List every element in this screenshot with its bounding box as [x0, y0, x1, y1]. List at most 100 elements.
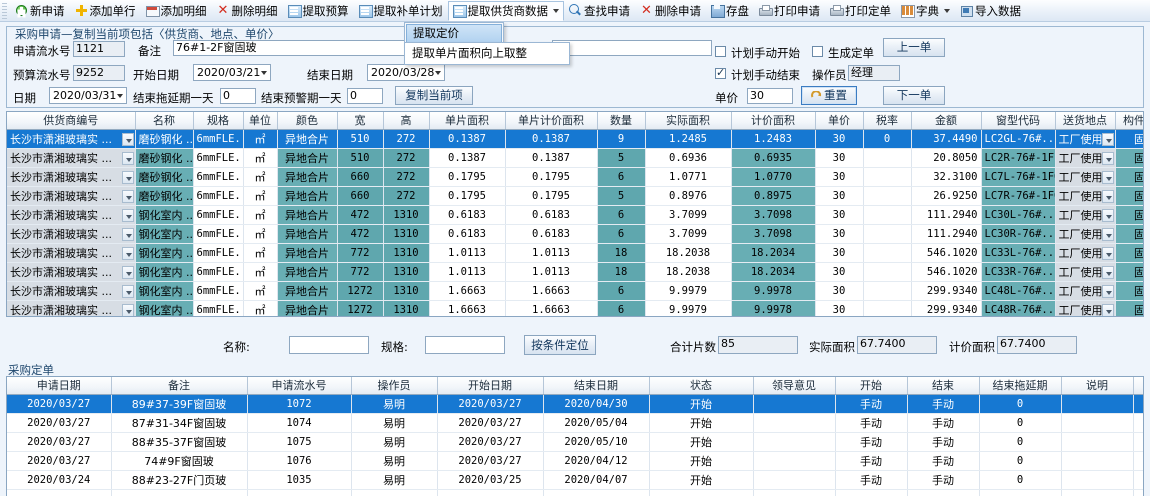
table-row[interactable]: 2020/03/27 74#9F窗固玻 1076 易明 2020/03/27 2020/0… — [7, 451, 1143, 471]
column-header[interactable]: 税率 — [863, 112, 912, 130]
column-header[interactable]: 送货地点 — [1055, 112, 1116, 130]
toolbar-button-6[interactable]: 提取供货商数据 — [447, 0, 564, 21]
chevron-down-icon[interactable] — [121, 189, 134, 203]
chevron-down-icon[interactable] — [121, 170, 134, 184]
cell-place[interactable]: 工厂使用 — [1055, 300, 1116, 316]
toolbar-button-3[interactable]: ✕ 删除明细 — [212, 1, 283, 21]
table-row[interactable]: 长沙市潇湘玻璃实 ... 钢化室内 ..6mmFLE... ㎡ 异地合片 1272 131… — [7, 281, 1143, 301]
chevron-down-icon[interactable] — [1101, 227, 1114, 241]
cell-supplier[interactable]: 长沙市潇湘玻璃实 ... — [7, 300, 136, 316]
end-warn-days-input[interactable]: 0 — [347, 88, 383, 104]
toolbar-button-10[interactable]: 打印申请 — [754, 1, 825, 21]
column-header[interactable]: 结束拖延期 — [979, 377, 1062, 395]
table-row[interactable]: 2020/03/27 89#37-39F窗固玻 1072 易明 2020/03/27 20… — [7, 394, 1143, 414]
column-header[interactable]: 操作员 — [351, 377, 438, 395]
table-row[interactable]: 长沙市潇湘玻璃实 ... 钢化室内 ..6mmFLE... ㎡ 异地合片 772 1310… — [7, 262, 1143, 282]
chevron-down-icon[interactable] — [121, 265, 134, 279]
column-header[interactable]: 宽 — [337, 112, 384, 130]
cell-place[interactable]: 工厂使用 — [1055, 186, 1116, 206]
chevron-down-icon[interactable] — [121, 303, 134, 316]
column-header[interactable]: 申请日期 — [7, 377, 112, 395]
column-header[interactable]: 名称 — [135, 112, 194, 130]
cell-supplier[interactable]: 长沙市潇湘玻璃实 ... — [7, 281, 136, 301]
cell-place[interactable]: 工厂使用 — [1055, 148, 1116, 168]
toolbar-button-0[interactable]: 新申请 — [10, 1, 70, 21]
chevron-down-icon[interactable] — [121, 284, 134, 298]
toolbar-button-8[interactable]: ✕ 删除申请 — [635, 1, 706, 21]
chevron-down-icon[interactable] — [1101, 132, 1114, 146]
menu-item-extract-roundup[interactable]: 提取单片面积向上取整 — [406, 44, 568, 63]
chevron-down-icon[interactable] — [121, 227, 134, 241]
table-row[interactable]: 长沙市潇湘玻璃实 ... 磨砂钢化 ..6mmFLE... ㎡ 异地合片 510 272 0… — [7, 148, 1143, 168]
end-date-picker[interactable]: 2020/03/28 — [367, 64, 445, 81]
filter-spec-input[interactable] — [425, 336, 505, 354]
column-header[interactable]: 规格 — [193, 112, 244, 130]
cell-place[interactable]: 工厂使用 — [1055, 281, 1116, 301]
start-date-picker[interactable]: 2020/03/21 — [193, 64, 271, 81]
chevron-down-icon[interactable] — [1101, 246, 1114, 260]
note-input[interactable] — [552, 40, 712, 56]
column-header[interactable]: 颜色 — [277, 112, 338, 130]
column-header[interactable]: 备注 — [111, 377, 248, 395]
reset-button[interactable]: 重置 — [801, 86, 857, 105]
column-header[interactable]: 结束 — [907, 377, 980, 395]
toolbar-button-7[interactable]: 查找申请 — [564, 1, 635, 21]
column-header[interactable]: 状态 — [649, 377, 754, 395]
column-header[interactable]: 单位 — [243, 112, 278, 130]
column-header[interactable]: 单片计价面积 — [505, 112, 598, 130]
cell-place[interactable]: 工厂使用 — [1055, 129, 1116, 149]
toolbar-drag-handle[interactable] — [2, 2, 7, 19]
table-row[interactable]: 长沙市潇湘玻璃实 ... 磨砂钢化 ..6mmFLE... ㎡ 异地合片 660 272 0… — [7, 186, 1143, 206]
copy-current-button[interactable]: 复制当前项 — [395, 86, 473, 105]
toolbar-button-9[interactable]: 存盘 — [706, 1, 754, 21]
column-header[interactable]: 计价面积 — [731, 112, 816, 130]
budget-serial-input[interactable]: 9252 — [73, 65, 125, 81]
cell-supplier[interactable]: 长沙市潇湘玻璃实 ... — [7, 167, 136, 187]
table-row[interactable]: 长沙市潇湘玻璃实 ... 钢化室内 ..6mmFLE... ㎡ 异地合片 472 1310… — [7, 205, 1143, 225]
end-delay-days-input[interactable]: 0 — [220, 88, 256, 104]
next-order-button[interactable]: 下一单 — [883, 86, 945, 105]
date-picker[interactable]: 2020/03/31 — [49, 87, 127, 104]
generate-order-checkbox[interactable] — [812, 46, 823, 57]
toolbar-button-12[interactable]: 字典 — [896, 1, 955, 21]
column-header[interactable]: 金额 — [911, 112, 982, 130]
chevron-down-icon[interactable] — [1101, 265, 1114, 279]
filter-name-input[interactable] — [289, 336, 369, 354]
cell-place[interactable]: 工厂使用 — [1055, 205, 1116, 225]
extract-roundup-submenu[interactable]: 提取单片面积向上取整 — [404, 42, 570, 65]
table-row[interactable]: 长沙市潇湘玻璃实 ... 钢化室内 ..6mmFLE... ㎡ 异地合片 1272 131… — [7, 300, 1143, 316]
column-header[interactable]: 供货商编号 — [7, 112, 136, 130]
chevron-down-icon[interactable] — [1101, 189, 1114, 203]
column-header[interactable]: 开始 — [835, 377, 908, 395]
table-row[interactable]: 长沙市潇湘玻璃实 ... 钢化室内 ..6mmFLE... ㎡ 异地合片 772 1310… — [7, 243, 1143, 263]
column-header[interactable]: 领导意见 — [753, 377, 836, 395]
cell-supplier[interactable]: 长沙市潇湘玻璃实 ... — [7, 224, 136, 244]
cell-place[interactable]: 工厂使用 — [1055, 224, 1116, 244]
column-header[interactable]: 开始日期 — [437, 377, 544, 395]
chevron-down-icon[interactable] — [553, 8, 559, 13]
table-row[interactable]: 2020/03/24 88#23-27F门页玻 1035 易明 2020/03/25 20… — [7, 470, 1143, 490]
chevron-down-icon[interactable] — [1101, 284, 1114, 298]
plan-manual-start-checkbox[interactable] — [715, 46, 726, 57]
toolbar-button-2[interactable]: 添加明细 — [141, 1, 212, 21]
operator-input[interactable]: 经理 — [848, 65, 900, 81]
cell-supplier[interactable]: 长沙市潇湘玻璃实 ... — [7, 205, 136, 225]
table-row[interactable]: 2020/03/27 87#31-34F窗固玻 1074 易明 2020/03/27 20… — [7, 413, 1143, 433]
table-row[interactable]: 2020/03/27 88#35-37F窗固玻 1075 易明 2020/03/27 20… — [7, 432, 1143, 452]
column-header[interactable]: 说明 — [1061, 377, 1134, 395]
purchase-order-grid[interactable]: 申请日期备注申请流水号操作员开始日期结束日期状态领导意见开始结束结束拖延期说明打… — [6, 376, 1144, 496]
chevron-down-icon[interactable] — [121, 151, 134, 165]
column-header[interactable]: 打印标志 — [1133, 377, 1143, 395]
cell-supplier[interactable]: 长沙市潇湘玻璃实 ... — [7, 243, 136, 263]
table-row[interactable]: 长沙市潇湘玻璃实 ... 磨砂钢化 ..6mmFLE... ㎡ 异地合片 510 272 0… — [7, 129, 1143, 149]
cell-supplier[interactable]: 长沙市潇湘玻璃实 ... — [7, 262, 136, 282]
apply-serial-input[interactable]: 1121 — [73, 41, 125, 57]
cell-place[interactable]: 工厂使用 — [1055, 167, 1116, 187]
cell-place[interactable]: 工厂使用 — [1055, 243, 1116, 263]
purchase-detail-grid[interactable]: 供货商编号 名称 规格 单位 颜色宽高单片面积 单片计价面积 数量 实际面积 计价面积 单价 税率金… — [6, 111, 1144, 317]
column-header[interactable]: 申请流水号 — [247, 377, 352, 395]
toolbar-button-5[interactable]: 提取补单计划 — [354, 1, 448, 21]
cell-place[interactable]: 工厂使用 — [1055, 262, 1116, 282]
unit-price-input[interactable]: 30 — [747, 88, 793, 104]
chevron-down-icon[interactable] — [1101, 303, 1114, 316]
